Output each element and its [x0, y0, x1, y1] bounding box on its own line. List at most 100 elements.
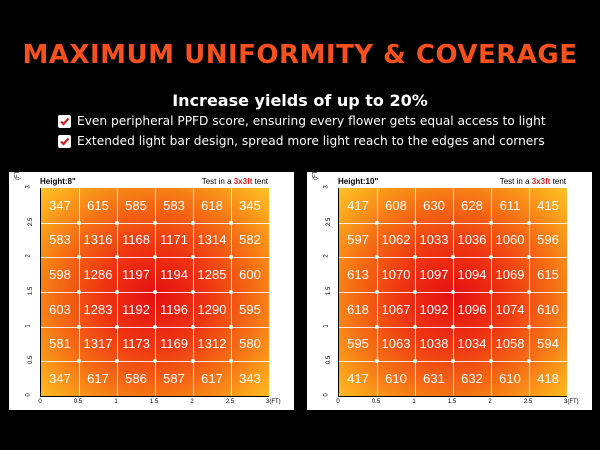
- grid-dot: [229, 220, 233, 225]
- x-tick-label: 2: [488, 399, 492, 405]
- grid-dot: [413, 220, 417, 225]
- y-tick-label: 0: [323, 393, 330, 397]
- ppfd-value-cell: 1062: [381, 232, 411, 248]
- ppfd-value-cell: 611: [499, 197, 521, 213]
- ppfd-value-cell: 1034: [457, 336, 487, 352]
- y-tick-label: 2: [25, 254, 32, 258]
- test-condition: Test in a 3x3ft tent: [500, 177, 566, 186]
- grid-dot: [527, 290, 531, 294]
- ppfd-value-cell: 603: [49, 301, 71, 317]
- ppfd-value-cell: 1312: [197, 336, 227, 352]
- ppfd-map-height-10: Height:10" Test in a 3x3ft tent (FT) 0 0.5 1 1…: [307, 168, 592, 410]
- ppfd-value-cell: 618: [201, 197, 223, 213]
- ppfd-value-cell: 1063: [381, 336, 411, 352]
- ppfd-value-cell: 1097: [419, 267, 449, 283]
- grid-dot: [451, 220, 455, 225]
- ppfd-value-cell: 595: [239, 301, 261, 317]
- x-tick-label: 2.5: [523, 399, 533, 405]
- x-axis-unit: 3(FT): [266, 399, 281, 405]
- ppfd-heatmap: 347 615 585 583 618 345 583 1316 1168 1171 1314 582…: [40, 188, 269, 397]
- ppfd-value-cell: 597: [347, 232, 369, 248]
- ppfd-value-cell: 1058: [495, 336, 525, 352]
- x-axis-unit: 3(FT): [564, 399, 579, 405]
- x-tick-label: 1.5: [149, 399, 159, 405]
- grid-dot: [115, 324, 119, 329]
- grid-dot: [451, 255, 455, 260]
- y-axis-unit: (FT): [313, 168, 319, 180]
- y-tick-label: 1: [25, 323, 32, 328]
- ppfd-value-cell: 1283: [83, 301, 113, 317]
- ppfd-value-cell: 630: [423, 197, 445, 213]
- ppfd-value-cell: 1092: [419, 301, 449, 317]
- ppfd-value-cell: 1196: [160, 301, 188, 317]
- test-suffix: tent: [252, 177, 268, 186]
- grid-dot: [77, 255, 81, 260]
- grid-dot: [77, 359, 81, 364]
- x-tick-label: 1: [412, 399, 416, 405]
- ppfd-value-cell: 617: [87, 371, 109, 387]
- ppfd-value-cell: 345: [239, 197, 261, 213]
- test-prefix: Test in a: [499, 177, 532, 186]
- ppfd-value-cell: 1036: [457, 232, 487, 248]
- y-tick-label: 3: [323, 185, 330, 189]
- y-tick-label: 2.5: [326, 217, 333, 226]
- ppfd-value-cell: 1070: [381, 267, 411, 283]
- grid-dot: [153, 220, 157, 225]
- ppfd-value-cell: 581: [49, 336, 71, 352]
- y-tick-label: 3: [25, 185, 32, 189]
- ppfd-value-cell: 347: [49, 371, 71, 387]
- ppfd-value-cell: 610: [499, 371, 521, 387]
- ppfd-value-cell: 610: [385, 371, 407, 387]
- ppfd-value-cell: 347: [49, 197, 71, 213]
- ppfd-value-cell: 1038: [419, 336, 449, 352]
- grid-dot: [229, 290, 233, 294]
- grid-dot: [153, 324, 157, 329]
- panel-title: Height:8": [40, 177, 76, 186]
- ppfd-value-cell: 1314: [197, 232, 227, 248]
- grid-dot: [413, 324, 417, 329]
- ppfd-value-cell: 1067: [381, 301, 411, 317]
- checkbox-icon: [58, 134, 71, 148]
- ppfd-value-cell: 1286: [83, 267, 113, 283]
- ppfd-value-cell: 628: [461, 197, 483, 213]
- grid-dot: [375, 255, 379, 260]
- y-tick-label: 1.5: [28, 286, 35, 296]
- subheadline: Increase yields of up to 20%: [172, 91, 428, 110]
- ppfd-value-cell: 1316: [83, 232, 113, 248]
- headline: MAXIMUM UNIFORMITY & COVERAGE: [22, 40, 578, 70]
- feature-text: Even peripheral PPFD score, ensuring eve…: [77, 114, 546, 128]
- ppfd-value-cell: 1169: [160, 336, 188, 352]
- ppfd-value-cell: 343: [239, 371, 261, 387]
- ppfd-value-cell: 598: [49, 267, 71, 283]
- ppfd-map-height-8: Height:8" Test in a 3x3ft tent (FT) 0 0.5 1 1.…: [9, 169, 294, 410]
- grid-dot: [153, 290, 157, 294]
- grid-dot: [229, 324, 233, 329]
- ppfd-value-cell: 600: [239, 267, 261, 283]
- test-suffix: tent: [550, 177, 566, 186]
- test-condition: Test in a 3x3ft tent: [202, 177, 268, 186]
- x-tick-label: 0: [336, 399, 340, 405]
- ppfd-value-cell: 608: [385, 197, 407, 213]
- feature-list: Even peripheral PPFD score, ensuring eve…: [58, 111, 598, 151]
- grid-dot: [451, 359, 455, 364]
- feature-item: Extended light bar design, spread more l…: [58, 131, 598, 151]
- ppfd-value-cell: 585: [125, 197, 147, 213]
- x-tick-label: 0.5: [371, 399, 381, 405]
- grid-dot: [527, 255, 531, 260]
- grid-dot: [451, 290, 455, 294]
- x-tick-label: 1: [114, 399, 118, 405]
- grid-dot: [153, 255, 157, 260]
- ppfd-value-cell: 1192: [122, 301, 150, 317]
- grid-dot: [153, 359, 157, 364]
- ppfd-value-cell: 583: [49, 232, 71, 248]
- ppfd-value-cell: 418: [537, 371, 559, 387]
- ppfd-value-cell: 1060: [495, 232, 525, 248]
- ppfd-value-cell: 1168: [122, 232, 150, 248]
- ppfd-value-cell: 615: [537, 267, 559, 283]
- ppfd-value-cell: 632: [461, 371, 483, 387]
- grid-dot: [191, 255, 195, 260]
- ppfd-value-cell: 595: [347, 336, 369, 352]
- grid-dot: [375, 290, 379, 294]
- y-tick-label: 2: [323, 254, 330, 258]
- grid-dot: [115, 220, 119, 225]
